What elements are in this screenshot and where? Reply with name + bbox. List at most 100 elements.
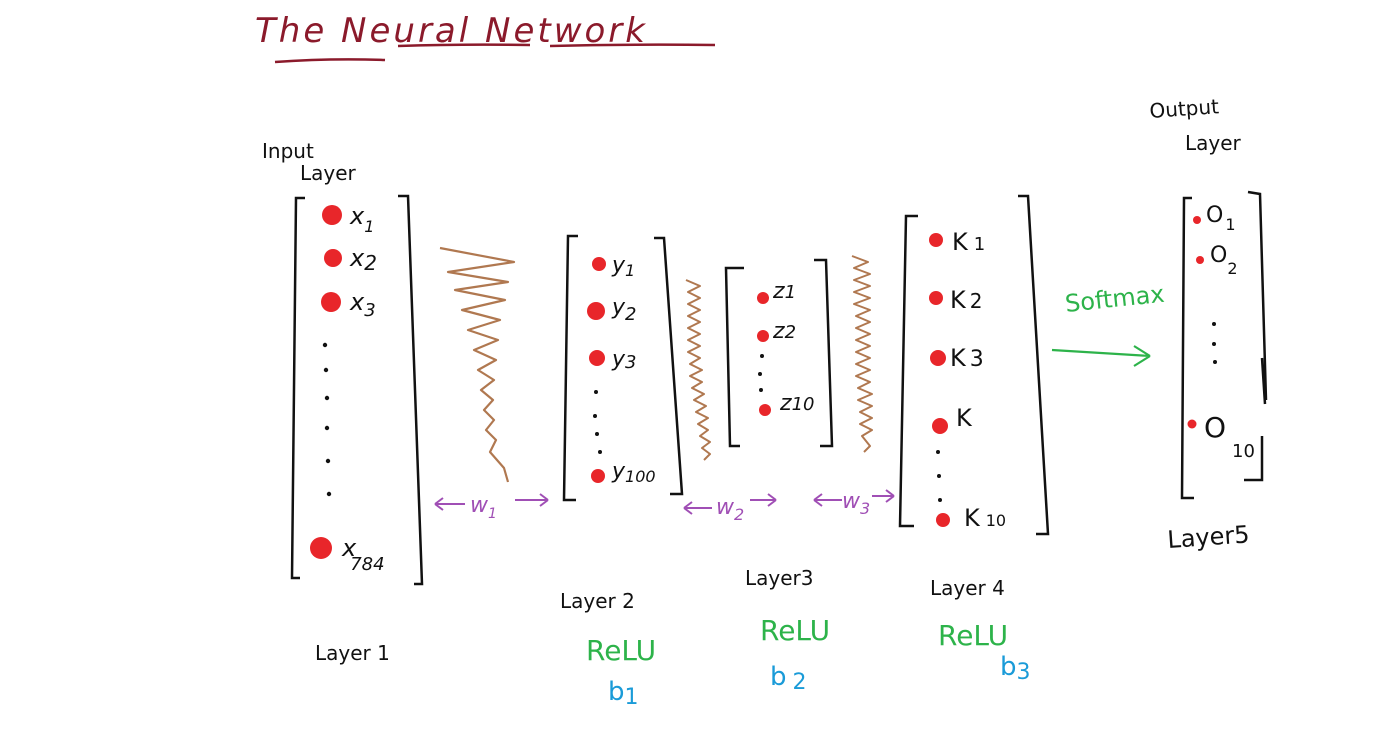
softmax-label: Softmax <box>1064 280 1166 318</box>
layer4-activation: ReLU <box>938 619 1008 652</box>
layer4-ellipsis <box>936 450 942 502</box>
layer1-bracket-left <box>290 196 305 580</box>
node-sub: 2 <box>970 289 983 313</box>
layer1-node-label: x 784 <box>341 534 385 575</box>
layer3-ellipsis <box>758 354 764 392</box>
node-base: K <box>950 344 967 372</box>
right-arrow-icon <box>872 489 895 503</box>
layer5-node-label: O 10 <box>1204 411 1255 462</box>
weights-zigzag-2 <box>685 279 711 461</box>
bias-base: b <box>770 662 787 692</box>
softmax-arrow-icon <box>1051 345 1151 367</box>
layer4-node-label: K 10 <box>964 504 1006 532</box>
node-sub: 10 <box>792 394 815 415</box>
title-underline-3 <box>549 43 716 48</box>
layer4-node <box>932 418 948 434</box>
node-sub: 3 <box>364 300 375 321</box>
weight-sub: 2 <box>734 505 744 524</box>
node-sub: 2 <box>1227 259 1237 278</box>
layer3-bracket-left <box>724 266 744 448</box>
layer4-caption: Layer 4 <box>930 576 1005 600</box>
layer5-node <box>1196 256 1204 264</box>
node-sub: 1 <box>785 282 796 303</box>
left-arrow-icon <box>683 501 712 515</box>
node-sub: 1 <box>1225 215 1235 234</box>
node-sub: 100 <box>625 467 656 486</box>
layer3-node <box>757 330 769 342</box>
node-base: x <box>349 288 365 316</box>
weight-sub: 1 <box>488 506 497 522</box>
title-underline-1 <box>274 58 386 64</box>
node-base: x <box>349 244 365 272</box>
layer1-node-label: x3 <box>349 288 376 321</box>
layer1-caption-top-line1: Input <box>262 139 314 163</box>
layer-2: y1 y2 y3 y100 Layer 2 ReLU b1 <box>560 234 684 710</box>
node-base: x <box>341 534 357 562</box>
node-base: y <box>611 459 626 484</box>
layer5-node <box>1187 419 1197 429</box>
bias-base: b <box>1000 652 1017 682</box>
node-base: K <box>956 404 973 432</box>
layer5-bracket-right-lower <box>1244 436 1264 482</box>
layer1-node <box>321 292 341 312</box>
weights-zigzag-1 <box>439 246 516 483</box>
layer4-node <box>930 350 946 366</box>
layer2-bracket-right <box>654 236 684 496</box>
node-base: y <box>611 295 626 320</box>
layer3-node-label: z1 <box>772 279 796 304</box>
title-group: The Neural Network <box>255 11 716 64</box>
node-sub: 1 <box>364 217 374 236</box>
layer3-node-label: z10 <box>779 391 814 416</box>
layer3-activation: ReLU <box>760 614 830 647</box>
layer2-node-label: y3 <box>611 347 636 373</box>
weight-label: w1 <box>470 493 497 522</box>
node-sub: 2 <box>625 304 636 325</box>
weight-label: w3 <box>842 489 870 518</box>
node-base: y <box>611 253 626 278</box>
weight-sub: 3 <box>860 499 870 518</box>
layer1-caption-bottom: Layer 1 <box>315 641 390 665</box>
node-sub: 10 <box>986 511 1006 530</box>
node-base: O <box>1210 243 1227 268</box>
layer2-node-label: y1 <box>611 253 635 280</box>
layer2-ellipsis <box>593 390 602 454</box>
layer1-node-label: x1 <box>349 202 374 236</box>
layer2-node <box>587 302 605 320</box>
layer4-node <box>929 233 943 247</box>
layer4-bracket-left <box>898 214 918 528</box>
node-base: z <box>772 279 785 304</box>
layer5-node <box>1193 216 1201 224</box>
right-arrow-icon <box>515 493 549 507</box>
node-base: O <box>1206 203 1223 228</box>
bias-base: b <box>608 677 625 707</box>
left-arrow-icon <box>813 493 842 507</box>
layer1-node <box>310 537 332 559</box>
node-sub: 1 <box>625 261 635 280</box>
layer3-node-label: z2 <box>772 319 796 344</box>
weight-base: w <box>842 489 861 514</box>
bias-sub: 1 <box>625 685 639 710</box>
node-sub: 2 <box>785 322 796 343</box>
weight-base: w <box>470 493 489 518</box>
node-base: z <box>772 319 785 344</box>
layer1-node <box>324 249 342 267</box>
layer5-ellipsis <box>1212 322 1217 364</box>
weights-label-1: w1 <box>434 493 549 522</box>
layer2-activation: ReLU <box>586 634 656 667</box>
layer2-bias: b1 <box>608 677 639 710</box>
layer2-node-label: y100 <box>611 459 656 486</box>
layer3-caption: Layer3 <box>745 566 814 590</box>
node-sub: 10 <box>1232 441 1255 462</box>
layer5-caption-top-line1: Output <box>1149 94 1220 123</box>
softmax-transition: Softmax <box>1051 280 1166 367</box>
layer4-node <box>936 513 950 527</box>
node-base: K <box>950 286 967 314</box>
layer2-bracket-left <box>562 234 578 502</box>
layer2-node-label: y2 <box>611 295 636 325</box>
node-base: K <box>964 504 981 532</box>
